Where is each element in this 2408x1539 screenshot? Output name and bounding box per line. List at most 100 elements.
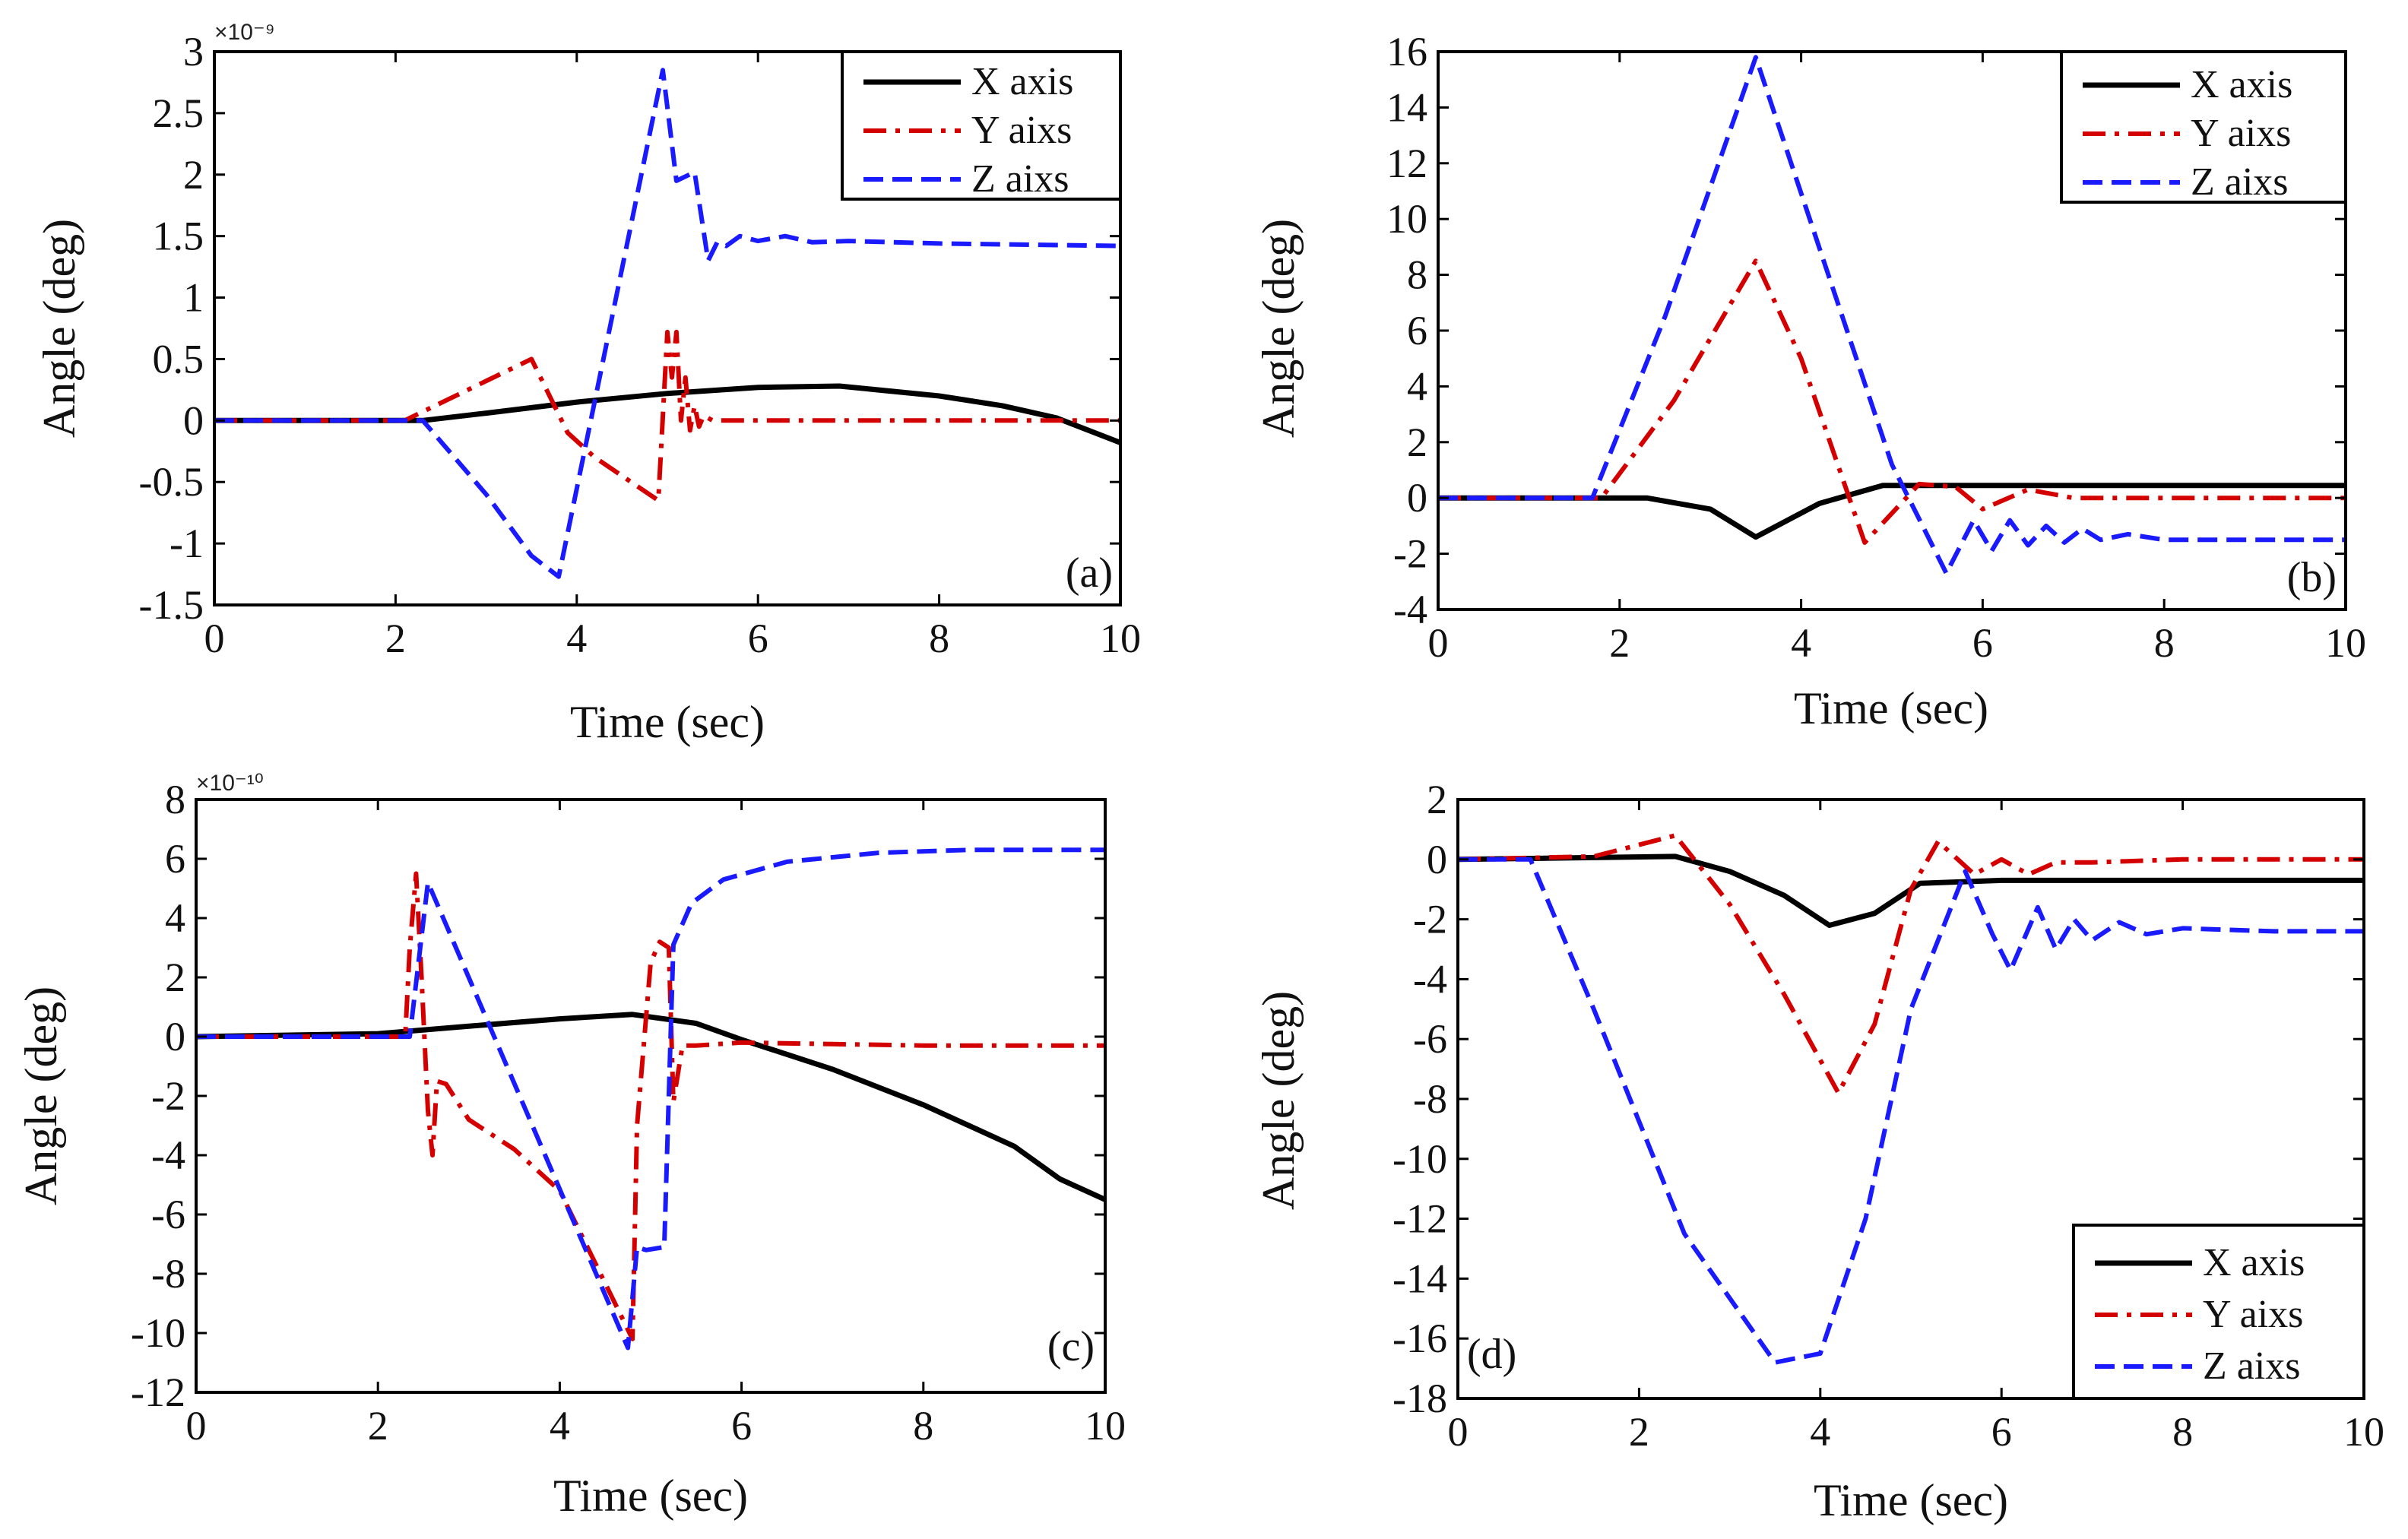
panel-c-plot-frame (195, 798, 1107, 1394)
panel-a-legend-label-x: X axis (971, 60, 1073, 103)
panel-d-legend-label-y: Y aixs (2203, 1293, 2303, 1336)
panel-b-legend: X axis Y aixs Z aixs (2060, 50, 2347, 204)
panel-c-x-axis-title: Time (sec) (553, 1471, 748, 1521)
panel-c-x-tick-labels: 0 2 4 6 8 10 (186, 1403, 1126, 1449)
panel-c-series-y-aixs (196, 871, 1105, 1341)
panel-a-y-tick-label: 0.5 (153, 336, 204, 382)
panel-b-x-tick-label: 2 (1609, 620, 1630, 666)
panel-d-y-tick-label: -16 (1393, 1316, 1447, 1361)
panel-d-series-x-axis (1458, 853, 2364, 928)
panel-b-series-y-aixs (1438, 258, 2346, 545)
panel-c-y-tick-label: -10 (131, 1310, 185, 1356)
panel-d-y-tick-label: 2 (1427, 777, 1447, 822)
panel-b-y-tick-label: 8 (1407, 252, 1427, 298)
panel-b-x-tick-label: 4 (1791, 620, 1811, 666)
panel-d-x-tick-label: 4 (1810, 1409, 1830, 1455)
panel-d-x-tick-label: 0 (1448, 1409, 1469, 1455)
panel-d-y-tick-label: 0 (1427, 837, 1447, 882)
panel-c-y-tick-label: -4 (151, 1132, 185, 1178)
panel-a-plot-frame (213, 50, 1122, 606)
panel-c-y-tick-label: 6 (165, 836, 185, 882)
panel-a-y-tick-label: 0 (183, 397, 204, 443)
panel-d-x-axis-title: Time (sec) (1814, 1475, 2008, 1525)
panel-c-y-tick-label: -12 (131, 1370, 185, 1415)
panel-c-tick-layer (195, 798, 1107, 1394)
panel-d-x-tick-label: 2 (1629, 1409, 1649, 1455)
panel-d-y-tick-label: -12 (1393, 1196, 1447, 1242)
panel-b-label: (b) (2287, 554, 2337, 601)
panel-b-y-tick-label: 4 (1407, 363, 1427, 409)
panel-a-x-tick-label: 10 (1100, 616, 1141, 661)
panel-d-y-axis-title: Angle (deg) (1253, 991, 1304, 1210)
panel-d-y-tick-label: -2 (1413, 897, 1447, 942)
panel-c-series-x-axis (196, 1012, 1105, 1202)
panel-a-x-axis-title: Time (sec) (570, 697, 765, 747)
panel-a-series-x-axis (214, 383, 1120, 445)
panel-d-y-tick-label: -4 (1413, 956, 1447, 1002)
panel-d-x-tick-labels: 0 2 4 6 8 10 (1448, 1409, 2385, 1455)
panel-a-y-tick-label: -0.5 (139, 459, 204, 505)
panel-a-y-tick-label: -1 (170, 521, 204, 566)
panel-b-x-tick-label: 0 (1428, 620, 1449, 666)
panel-a: ×10⁻⁹ 0 2 4 6 8 10 -1.5 -1 -0.5 0 0.5 1 1.5 2 2.5 3 Ti… (34, 20, 1141, 747)
panel-d-series-z-aixs (1458, 857, 2364, 1365)
panel-c-y-tick-label: -6 (151, 1192, 185, 1237)
panel-d-legend: X axis Y aixs Z aixs (2072, 1224, 2365, 1400)
panel-c-x-tick-label: 6 (731, 1403, 752, 1449)
panel-a-series-layer (214, 68, 1120, 579)
panel-a-y-tick-labels: -1.5 -1 -0.5 0 0.5 1 1.5 2 2.5 3 (139, 29, 204, 628)
panel-b-y-tick-labels: -4 -2 0 2 4 6 8 10 12 14 16 (1386, 29, 1427, 632)
panel-c-y-tick-label: 4 (165, 895, 185, 941)
panel-d-label: (d) (1467, 1331, 1516, 1378)
panel-b-legend-label-x: X axis (2191, 63, 2292, 106)
panel-a-legend-label-y: Y aixs (971, 109, 1072, 152)
panel-b-series-layer (1438, 55, 2346, 576)
panel-d-x-tick-label: 6 (1991, 1409, 2012, 1455)
panel-b-y-tick-label: 14 (1386, 84, 1427, 130)
panel-a-x-tick-label: 0 (204, 616, 225, 661)
panel-a-x-tick-label: 4 (566, 616, 587, 661)
panel-c-x-tick-label: 2 (368, 1403, 388, 1449)
panel-c: ×10⁻¹⁰ 0 2 4 6 8 10 -12 -10 -8 -6 -4 -2 0 2 4 6 8 Time … (16, 771, 1126, 1521)
panel-c-y-tick-label: 2 (165, 955, 185, 1000)
panel-c-y-tick-label: -2 (151, 1073, 185, 1119)
panel-a-x-tick-label: 8 (929, 616, 949, 661)
panel-b-y-tick-label: 16 (1386, 29, 1427, 74)
panel-c-y-tick-label: 8 (165, 777, 185, 822)
panel-a-y-tick-label: 2.5 (153, 90, 204, 136)
panel-c-series-z-aixs (196, 847, 1105, 1351)
panel-d-legend-box (2072, 1224, 2365, 1400)
panel-b-y-tick-label: 12 (1386, 141, 1427, 186)
panel-d-x-tick-label: 10 (2343, 1409, 2384, 1455)
panel-a-series-z-aixs (214, 68, 1120, 579)
panel-b-y-tick-label: -2 (1393, 531, 1427, 577)
panel-b-x-tick-label: 8 (2154, 620, 2175, 666)
panel-b-y-tick-label: 10 (1386, 196, 1427, 242)
panel-a-y-tick-label: 2 (183, 152, 204, 198)
panel-a-y-tick-label: 1.5 (153, 214, 204, 259)
panel-b-series-x-axis (1438, 483, 2346, 540)
panel-c-y-axis-title: Angle (deg) (16, 986, 66, 1205)
panel-d-y-tick-label: -10 (1393, 1136, 1447, 1182)
panel-b-legend-label-z: Z aixs (2191, 160, 2289, 204)
panel-b-y-axis-title: Angle (deg) (1253, 219, 1304, 438)
panel-a-x-tick-label: 2 (385, 616, 406, 661)
panel-d-y-tick-label: -14 (1393, 1256, 1447, 1301)
panel-c-y-tick-labels: -12 -10 -8 -6 -4 -2 0 2 4 6 8 (131, 777, 185, 1415)
panel-a-label: (a) (1066, 549, 1113, 597)
panel-b-y-tick-label: 0 (1407, 475, 1427, 521)
panel-a-x-tick-labels: 0 2 4 6 8 10 (204, 616, 1142, 661)
panel-c-x-tick-label: 0 (186, 1403, 207, 1449)
panel-b-series-z-aixs (1438, 55, 2346, 576)
panel-a-y-tick-label: 3 (183, 29, 204, 74)
panel-a-y-tick-label: 1 (183, 275, 204, 321)
panel-c-x-tick-label: 8 (913, 1403, 933, 1449)
panel-b-x-tick-label: 10 (2325, 620, 2366, 666)
panel-b-x-tick-labels: 0 2 4 6 8 10 (1428, 620, 2367, 666)
panel-a-exponent-label: ×10⁻⁹ (214, 20, 275, 45)
panel-d-legend-label-x: X axis (2203, 1241, 2305, 1284)
panel-d-y-tick-label: -6 (1413, 1016, 1447, 1062)
panel-a-series-y-aixs (214, 329, 1120, 503)
panel-d-series-layer (1458, 833, 2364, 1365)
